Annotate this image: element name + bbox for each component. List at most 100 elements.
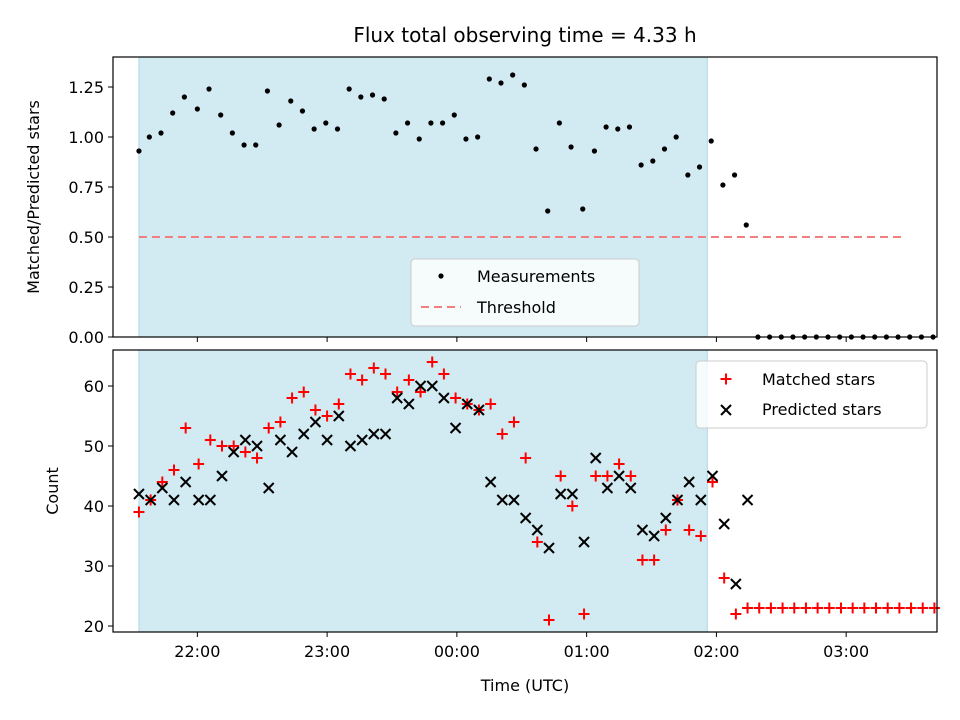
- bottom-series0-point-66: [905, 602, 917, 614]
- bottom-series1-point-10: [251, 440, 263, 452]
- bottom-series1-point-22-b: [391, 392, 403, 404]
- bottom-series1-point-23: [403, 398, 415, 410]
- bottom-series1-point-50-b: [718, 518, 730, 530]
- bottom-series1-point-1-b: [144, 494, 157, 506]
- bottom-series1-point-28: [461, 398, 473, 410]
- bottom-xtick-label-1: 23:00: [304, 642, 350, 661]
- bottom-series0-point-56: [788, 602, 800, 614]
- top-series0-point-7: [218, 112, 224, 118]
- bottom-series1-point-38-b: [578, 536, 590, 548]
- bottom-series1-point-13-b: [286, 446, 298, 458]
- top-series0-point-46: [673, 134, 679, 140]
- bottom-legend-label-matched: Matched stars: [762, 370, 875, 389]
- bottom-xtick-label-4: 02:00: [693, 642, 739, 661]
- top-series0-point-2: [158, 130, 164, 136]
- top-series0-point-30: [486, 76, 492, 82]
- bottom-series0-point-32: [508, 416, 520, 428]
- bottom-series1-point-24: [414, 380, 427, 392]
- bottom-series0-point-42: [625, 470, 637, 482]
- top-series0-point-26: [440, 120, 446, 126]
- bottom-series1-point-41: [613, 470, 625, 482]
- bottom-series1-point-20: [368, 428, 380, 440]
- top-series0-point-31: [498, 80, 504, 86]
- bottom-series0-point-48: [695, 530, 707, 542]
- bottom-series1-point-10-b: [251, 440, 263, 452]
- bottom-legend-box: [695, 360, 928, 429]
- top-series0-point-8: [229, 130, 235, 136]
- bottom-series0-point-35: [543, 614, 555, 626]
- top-series0-point-34: [533, 146, 539, 152]
- bottom-ytick-label-1: 30: [84, 557, 104, 576]
- bottom-series1-point-0-b: [133, 488, 145, 500]
- top-series0-point-36: [556, 120, 562, 126]
- bottom-panel: 20 30 40 50 60 22:00 23:00 00:00 01:00 02:00 03:00…: [43, 349, 940, 661]
- bottom-series1-point-46: [671, 494, 684, 506]
- bottom-series1-point-48-b: [695, 494, 707, 506]
- bottom-series1-point-18-b: [344, 440, 357, 452]
- bottom-series1-point-44: [648, 530, 660, 542]
- bottom-series1-point-5: [192, 494, 205, 506]
- bottom-series1-point-36: [554, 488, 567, 500]
- bottom-legend-label-predicted: Predicted stars: [762, 400, 882, 419]
- bottom-series0-point-16: [321, 410, 333, 422]
- bottom-series1-point-34: [531, 524, 544, 536]
- bottom-series0-point-59: [823, 602, 835, 614]
- top-series0-point-33: [521, 82, 527, 88]
- top-series0-point-10: [253, 142, 259, 148]
- bottom-series1-point-46-b: [671, 494, 684, 506]
- bottom-series0-point-60: [835, 602, 847, 614]
- bottom-series1-point-29: [473, 404, 485, 416]
- bottom-series1-point-12: [274, 434, 287, 446]
- bottom-series1-point-31: [496, 494, 508, 506]
- bottom-series1-point-8-b: [227, 446, 240, 458]
- bottom-series1-point-6-b: [204, 494, 217, 506]
- bottom-series1-point-42: [625, 482, 637, 494]
- top-series0-point-0: [136, 148, 142, 154]
- top-series0-point-17: [334, 126, 341, 132]
- bottom-series1-point-15-b: [309, 416, 322, 428]
- top-ytick-label-5: 1.25: [68, 78, 104, 97]
- bottom-series1-point-41-b: [613, 470, 625, 482]
- top-series0-point-48: [696, 164, 703, 170]
- bottom-series1-point-32: [508, 494, 520, 506]
- bottom-series0-point-15: [309, 404, 321, 416]
- bottom-series1-point-9-b: [239, 434, 252, 446]
- bottom-series1-point-26-b: [438, 392, 450, 404]
- top-series0-point-51: [731, 172, 738, 178]
- top-series0-point-12: [276, 122, 282, 128]
- bottom-series0-point-62: [858, 602, 870, 614]
- top-series0-point-28: [463, 136, 469, 142]
- bottom-series1-point-49-b: [706, 470, 719, 482]
- bottom-series0-point-11: [263, 422, 275, 434]
- bottom-series1-point-32-b: [508, 494, 520, 506]
- top-series0-point-42: [626, 124, 633, 130]
- bottom-series0-point-9: [239, 446, 251, 458]
- bottom-series1-point-34-b: [531, 524, 544, 536]
- bottom-series1-point-7: [216, 470, 228, 482]
- top-series0-point-23: [404, 120, 411, 126]
- top-series0-point-44: [650, 158, 656, 164]
- bottom-series1-point-25: [426, 380, 438, 392]
- bottom-ytick-label-3: 50: [84, 437, 104, 456]
- bottom-series1-point-4: [179, 476, 192, 488]
- bottom-series0-point-40: [601, 470, 613, 482]
- bottom-series1-point-51: [730, 578, 742, 590]
- top-series0-point-29: [475, 134, 481, 140]
- top-series0-point-9: [241, 142, 247, 148]
- bottom-ytick-label-0: 20: [84, 617, 104, 636]
- bottom-series1-point-42-b: [625, 482, 637, 494]
- bottom-series1-point-24-b: [414, 380, 427, 392]
- bottom-series0-point-47: [683, 524, 695, 536]
- top-panel: 0.00 0.25 0.50 0.75 1.00 1.25 Matched/Predict…: [24, 56, 938, 347]
- bottom-series0-point-43: [636, 554, 648, 566]
- bottom-series1-point-7-b: [216, 470, 228, 482]
- bottom-series1-point-3-b: [168, 494, 180, 506]
- bottom-series1-point-33-b: [519, 512, 532, 524]
- bottom-series0-point-61: [847, 602, 859, 614]
- top-ytick-label-0: 0.00: [68, 328, 104, 347]
- bottom-series1-point-49: [706, 470, 719, 482]
- bottom-series1-point-4-b: [179, 476, 192, 488]
- bottom-series1-point-13: [286, 446, 298, 458]
- bottom-series1-point-28-b: [461, 398, 473, 410]
- bottom-series1-point-14: [298, 428, 310, 440]
